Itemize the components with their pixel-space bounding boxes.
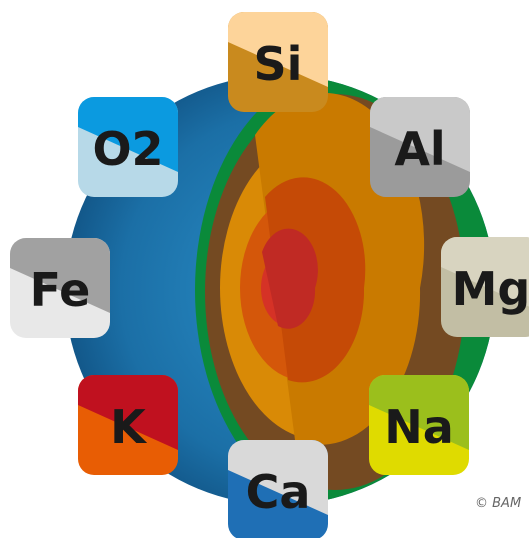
page: SiAlMgNaCaKFeO2 © BAM (() => { const dat… (0, 0, 529, 538)
element-tile: Fe (10, 238, 110, 338)
element-label: K (110, 400, 148, 454)
element-tile: Si (228, 12, 328, 112)
element-label: Ca (246, 465, 311, 519)
element-label: O2 (92, 122, 163, 176)
element-tile: Mg (441, 237, 529, 337)
element-tile: K (78, 375, 178, 475)
element-label: Fe (30, 263, 91, 317)
element-tile: Al (370, 97, 470, 197)
element-label: Na (384, 400, 454, 454)
element-tile: Na (369, 375, 469, 475)
illustration: Si Al Mg Na Ca K Fe O2 © BAM (0, 0, 529, 538)
element-tile: O2 (78, 97, 178, 197)
credit: © BAM (475, 496, 521, 511)
element-label: Mg (452, 262, 529, 316)
element-label: Al (394, 122, 445, 176)
element-tile: Ca (228, 440, 328, 538)
element-label: Si (254, 37, 303, 91)
